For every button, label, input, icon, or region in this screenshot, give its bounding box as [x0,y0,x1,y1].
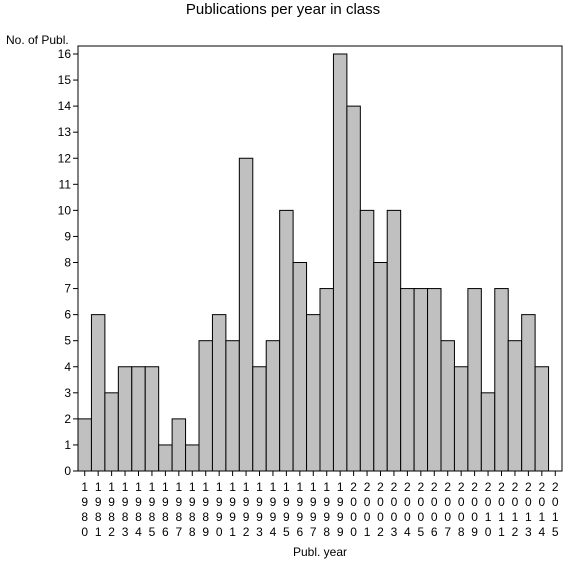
bar-2011 [494,288,509,472]
bar-1986 [158,444,173,472]
y-tick-label: 0 [64,464,71,478]
y-tick-label: 16 [58,47,72,61]
bar-1999 [332,53,348,472]
y-tick-label: 15 [58,73,72,87]
bar-1982 [104,392,119,472]
y-tick-label: 6 [64,308,71,322]
y-tick-label: 13 [58,125,72,139]
bar-1989 [198,340,213,472]
y-tick-label: 5 [64,334,71,348]
y-tick-label: 2 [64,412,71,426]
bar-2012 [507,340,523,472]
bar-2013 [521,314,536,472]
x-axis-label: Publ. year [293,545,347,559]
y-tick-label: 12 [58,151,72,165]
y-tick-label: 11 [59,177,72,191]
bar-1981 [90,314,106,472]
y-tick-label: 9 [64,229,71,243]
y-tick-label: 7 [64,282,71,296]
y-tick-label: 4 [64,360,71,374]
bar-2008 [453,366,469,472]
bar-2001 [359,209,375,472]
bar-2009 [467,288,482,472]
bar-1996 [292,262,308,472]
y-tick-label: 1 [64,438,71,452]
bar-1995 [279,209,294,472]
bar-2002 [373,262,388,472]
bar-1987 [171,418,187,472]
bar-1980 [77,418,92,472]
bar-1985 [144,366,160,472]
bar-2007 [440,340,455,472]
bar-1991 [225,340,240,472]
bar-1998 [319,288,334,472]
bar-1992 [238,157,254,472]
bar-1984 [131,366,146,472]
y-axis-label: No. of Publ. [6,33,69,47]
y-tick-label: 14 [58,99,72,113]
bar-2010 [480,392,496,472]
bar-1994 [265,340,281,472]
bar-1990 [211,314,227,472]
bar-2005 [413,288,429,472]
bar-1997 [306,314,321,472]
y-tick-label: 3 [64,386,71,400]
bar-1983 [117,366,133,472]
bar-2006 [427,288,442,472]
bar-1993 [252,366,267,472]
bar-2000 [346,105,361,472]
bar-2014 [534,366,550,472]
y-tick-label: 8 [64,256,71,270]
chart-title: Publications per year in class [186,1,380,18]
bar-2003 [386,209,402,472]
y-tick-label: 10 [58,203,72,217]
bar-2004 [400,288,415,472]
bar-1988 [185,444,200,472]
